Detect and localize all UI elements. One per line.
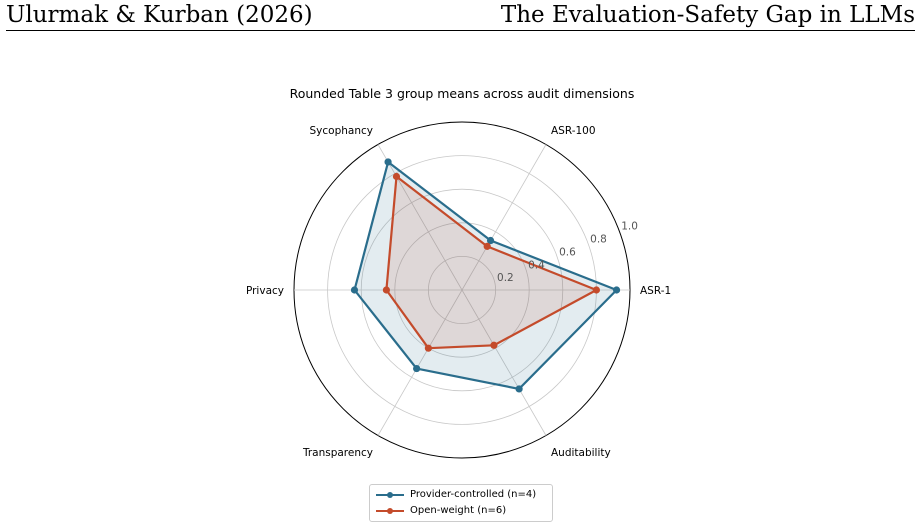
data-point-1-0	[592, 286, 601, 294]
page-header: Ulurmak & Kurban (2026) The Evaluation-S…	[6, 0, 915, 31]
data-point-1-5	[490, 341, 498, 349]
grid-spoke	[461, 144, 547, 291]
data-point-1-4	[424, 344, 432, 352]
radar-chart: Rounded Table 3 group means across audit…	[246, 86, 671, 459]
data-point-1-1	[483, 242, 491, 250]
data-point-1-2	[392, 172, 401, 181]
data-point-0-1	[486, 236, 495, 245]
grid-spoke	[461, 289, 547, 436]
data-point-0-5	[515, 385, 523, 393]
legend-swatch-open-weight	[376, 508, 404, 514]
axis-label: Auditability	[551, 447, 611, 459]
radial-tick-label: 1.0	[621, 221, 638, 233]
grid-spoke	[377, 289, 463, 436]
data-point-0-3	[350, 286, 359, 294]
legend-label-open-weight: Open-weight (n=6)	[410, 505, 507, 516]
axis-label: ASR-100	[551, 125, 596, 137]
legend-swatch-provider	[376, 492, 404, 498]
data-point-0-4	[413, 364, 421, 373]
axis-label: Sycophancy	[310, 125, 373, 137]
axis-label: Transparency	[302, 447, 373, 459]
header-title: The Evaluation-Safety Gap in LLMs	[500, 2, 915, 28]
radial-tick-label: 0.2	[497, 272, 514, 284]
series-fill-0	[354, 162, 617, 389]
legend: Provider-controlled (n=4) Open-weight (n…	[369, 484, 553, 522]
chart-title: Rounded Table 3 group means across audit…	[290, 86, 635, 101]
header-authors: Ulurmak & Kurban (2026)	[6, 2, 313, 28]
data-point-0-0	[612, 286, 621, 294]
legend-label-provider: Provider-controlled (n=4)	[410, 489, 537, 500]
axis-label: Privacy	[246, 285, 284, 297]
radial-tick-label: 0.8	[590, 234, 607, 246]
grid-spoke	[377, 144, 463, 291]
series-fill-1	[386, 176, 597, 349]
radial-tick-label: 0.4	[528, 259, 545, 271]
radial-tick-label: 0.6	[559, 246, 576, 258]
data-point-0-2	[384, 158, 392, 166]
axis-label: ASR-1	[640, 285, 671, 297]
data-point-1-3	[382, 286, 390, 294]
